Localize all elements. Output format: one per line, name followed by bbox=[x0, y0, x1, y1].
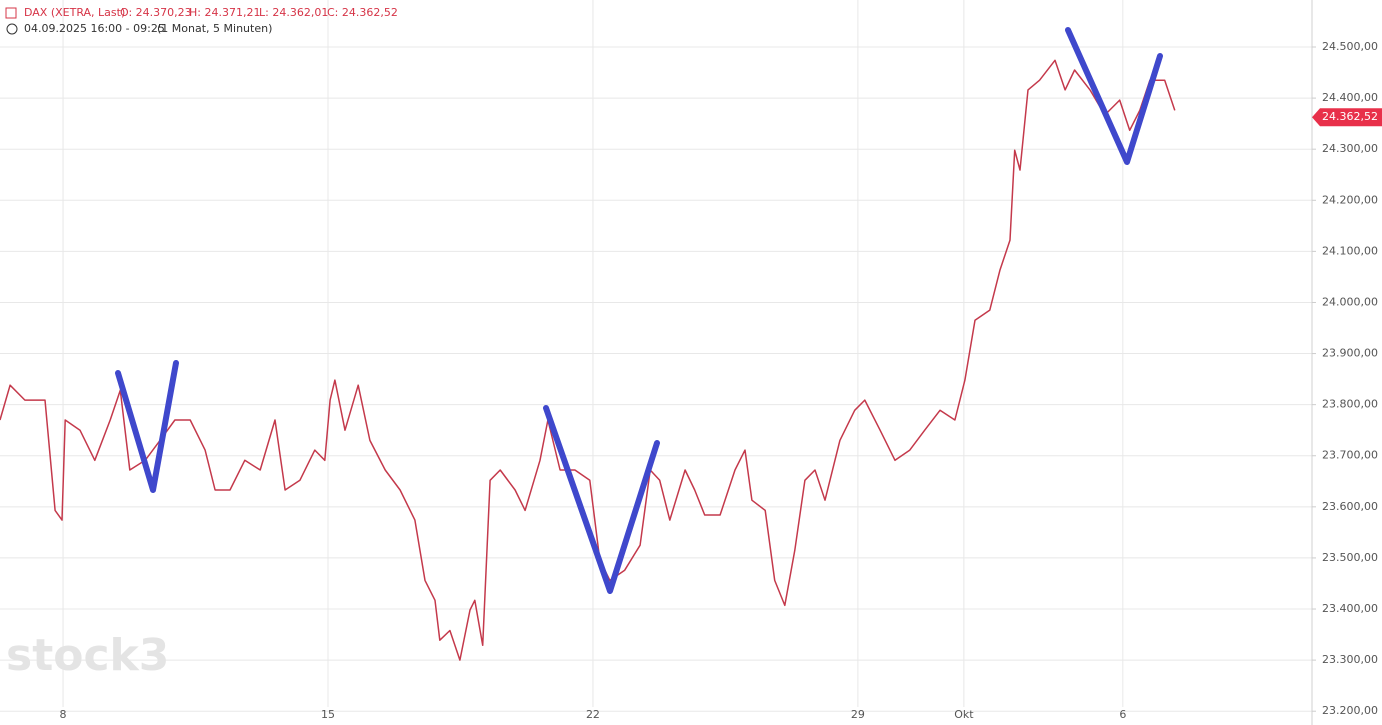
x-tick-label: 6 bbox=[1119, 708, 1126, 721]
ohlc-low: L: 24.362,01 bbox=[259, 6, 328, 19]
y-tick-label: 23.500,00 bbox=[1322, 551, 1378, 564]
x-tick-label: 22 bbox=[586, 708, 600, 721]
grid bbox=[0, 0, 1312, 712]
symbol-icon bbox=[5, 7, 17, 19]
y-tick-label: 24.400,00 bbox=[1322, 91, 1378, 104]
y-tick-label: 24.300,00 bbox=[1322, 142, 1378, 155]
y-tick-label: 23.800,00 bbox=[1322, 398, 1378, 411]
x-tick-label: 15 bbox=[321, 708, 335, 721]
drawings bbox=[115, 27, 1163, 594]
y-tick-label: 23.900,00 bbox=[1322, 347, 1378, 360]
x-tick-label: Okt bbox=[954, 708, 974, 721]
price-line bbox=[0, 59, 1176, 661]
x-tick-label: 29 bbox=[851, 708, 865, 721]
period: (1 Monat, 5 Minuten) bbox=[157, 22, 272, 35]
drawing-v bbox=[1065, 27, 1163, 165]
drawing-v bbox=[543, 405, 660, 594]
y-tick-label: 23.200,00 bbox=[1322, 704, 1378, 717]
y-tick-label: 24.500,00 bbox=[1322, 40, 1378, 53]
plot bbox=[0, 59, 1176, 661]
ohlc-high: H: 24.371,21 bbox=[189, 6, 260, 19]
ohlc-close: C: 24.362,52 bbox=[327, 6, 398, 19]
x-tick-label: 8 bbox=[60, 708, 67, 721]
clock-icon bbox=[6, 23, 18, 35]
watermark: stock3 bbox=[6, 630, 169, 681]
y-tick-label: 24.200,00 bbox=[1322, 193, 1378, 206]
symbol-title: DAX (XETRA, Last) bbox=[24, 6, 125, 19]
date-range: 04.09.2025 16:00 - 09:25 bbox=[24, 22, 165, 35]
y-tick-label: 24.000,00 bbox=[1322, 295, 1378, 308]
y-tick-label: 24.100,00 bbox=[1322, 244, 1378, 257]
last-price-tag bbox=[1312, 108, 1382, 127]
last-price-label: 24.362,52 bbox=[1322, 110, 1378, 123]
ohlc-open: O: 24.370,23 bbox=[120, 6, 192, 19]
y-tick-label: 23.700,00 bbox=[1322, 449, 1378, 462]
y-tick-label: 23.600,00 bbox=[1322, 500, 1378, 513]
y-tick-label: 23.300,00 bbox=[1322, 653, 1378, 666]
drawing-v bbox=[115, 360, 179, 493]
y-tick-label: 23.400,00 bbox=[1322, 602, 1378, 615]
